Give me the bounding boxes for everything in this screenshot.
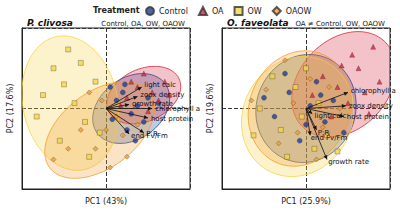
svg-text:growth rate: growth rate [328, 158, 369, 166]
svg-text:OA ≠ Control, OW, OAOW: OA ≠ Control, OW, OAOW [295, 20, 385, 28]
svg-text:OAOW: OAOW [286, 7, 312, 16]
svg-text:OA: OA [212, 7, 224, 16]
svg-text:chlorophyll a: chlorophyll a [351, 87, 396, 95]
svg-text:PC1 (43%): PC1 (43%) [85, 197, 127, 206]
svg-text:O. faveolata: O. faveolata [227, 18, 289, 28]
svg-text:light calc: light calc [144, 81, 176, 89]
svg-text:Treatment: Treatment [93, 6, 140, 15]
svg-text:end Fv/Fm: end Fv/Fm [131, 132, 168, 140]
svg-text:P:R: P:R [317, 128, 330, 137]
svg-text:zoox density: zoox density [349, 102, 393, 110]
svg-text:PC2 (19.6%): PC2 (19.6%) [206, 84, 215, 134]
svg-text:OW: OW [248, 7, 262, 16]
svg-text:chlorophyll a: chlorophyll a [155, 105, 200, 113]
svg-text:zoox density: zoox density [140, 91, 184, 99]
svg-text:host protein: host protein [151, 115, 193, 123]
svg-text:P. clivosa: P. clivosa [27, 18, 73, 28]
svg-text:host protein: host protein [347, 113, 389, 121]
svg-text:growth rate: growth rate [132, 100, 173, 108]
svg-text:Control: Control [159, 7, 188, 16]
svg-text:Control, OA, OW, OAOW: Control, OA, OW, OAOW [101, 20, 185, 28]
svg-text:PC2 (17.6%): PC2 (17.6%) [6, 84, 15, 134]
svg-text:light calc: light calc [315, 112, 347, 120]
svg-text:PC1 (25.9%): PC1 (25.9%) [281, 197, 331, 206]
svg-text:end Fv/Fm: end Fv/Fm [311, 134, 348, 142]
